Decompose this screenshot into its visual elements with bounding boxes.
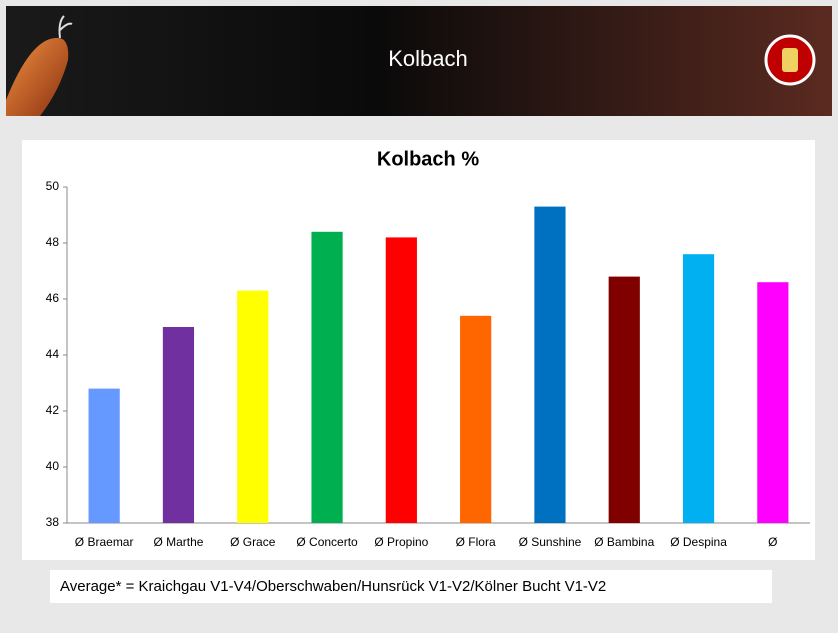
x-tick-label: Ø Despina	[670, 535, 727, 549]
x-tick-label: Ø	[768, 535, 777, 549]
header-band	[6, 6, 832, 116]
y-tick-label: 40	[46, 459, 60, 473]
hand-image	[6, 37, 69, 116]
bar	[88, 388, 120, 523]
sprout-icon	[58, 15, 73, 39]
x-tick-label: Ø Marthe	[153, 535, 203, 549]
chart-title: Kolbach %	[377, 148, 479, 170]
y-tick-label: 50	[46, 179, 60, 193]
bar	[162, 327, 195, 523]
y-tick-label: 46	[46, 291, 60, 305]
bar	[608, 276, 640, 523]
x-tick-label: Ø Propino	[374, 535, 428, 549]
x-tick-label: Ø Grace	[230, 535, 276, 549]
header-title: Kolbach	[388, 46, 468, 71]
bar	[237, 290, 269, 523]
x-tick-label: Ø Bambina	[594, 535, 654, 549]
bar	[757, 282, 789, 523]
bar	[311, 231, 343, 524]
y-tick-label: 38	[46, 515, 60, 529]
logo-glass	[782, 48, 798, 72]
bar	[385, 237, 417, 523]
footnote: Average* = Kraichgau V1-V4/Oberschwaben/…	[60, 578, 606, 595]
y-tick-label: 42	[46, 403, 60, 417]
x-tick-label: Ø Braemar	[75, 535, 134, 549]
y-tick-label: 48	[46, 235, 60, 249]
bar	[682, 254, 715, 523]
footnote-box	[50, 570, 772, 603]
bar	[534, 206, 566, 523]
bar	[460, 315, 492, 523]
x-tick-label: Ø Flora	[456, 535, 496, 549]
y-tick-label: 44	[46, 347, 60, 361]
chart-area	[22, 140, 815, 560]
x-tick-label: Ø Sunshine	[519, 535, 582, 549]
x-tick-label: Ø Concerto	[296, 535, 358, 549]
